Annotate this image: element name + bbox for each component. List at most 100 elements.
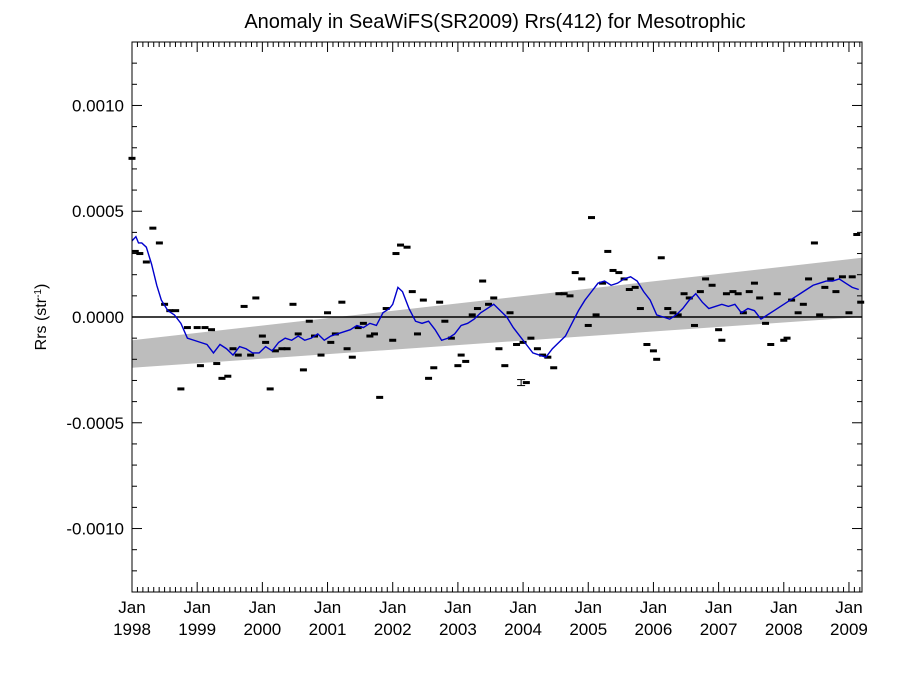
monthly-point <box>690 323 698 327</box>
monthly-point <box>224 374 232 378</box>
monthly-point <box>832 290 840 294</box>
monthly-point <box>702 277 710 281</box>
y-tick-label: 0.0005 <box>72 202 124 221</box>
error-bar-point <box>517 379 526 387</box>
monthly-point <box>252 296 260 300</box>
monthly-point <box>745 290 753 294</box>
monthly-point <box>816 313 824 317</box>
monthly-point <box>571 271 579 275</box>
monthly-point <box>838 275 846 279</box>
monthly-point <box>473 307 481 311</box>
monthly-point <box>848 275 856 279</box>
monthly-point <box>588 216 596 220</box>
x-tick-labels: Jan 1998 Jan 1999 Jan 2000 Jan 2001 Jan 2002 Jan 20… <box>113 598 868 639</box>
monthly-point <box>366 334 374 338</box>
monthly-point <box>430 366 438 370</box>
monthly-point <box>810 241 818 245</box>
monthly-point <box>343 347 351 351</box>
monthly-point <box>201 326 209 330</box>
monthly-point <box>555 292 563 296</box>
x-tick-label-year: 2006 <box>635 620 673 639</box>
monthly-point <box>338 300 346 304</box>
monthly-point <box>799 302 807 306</box>
monthly-point <box>317 353 325 357</box>
monthly-point <box>462 359 470 363</box>
monthly-point <box>780 338 788 342</box>
monthly-point <box>299 368 307 372</box>
monthly-point <box>722 292 730 296</box>
x-tick-label-year: 2000 <box>243 620 281 639</box>
monthly-point <box>196 364 204 368</box>
monthly-point <box>708 283 716 287</box>
monthly-point <box>441 319 449 323</box>
monthly-point <box>397 243 405 247</box>
monthly-point <box>762 321 770 325</box>
monthly-point <box>258 334 266 338</box>
x-tick-label-year: 2009 <box>830 620 868 639</box>
monthly-point <box>327 340 335 344</box>
monthly-point <box>664 307 672 311</box>
chart-title: Anomaly in SeaWiFS(SR2009) Rrs(412) for … <box>244 11 745 33</box>
monthly-point <box>550 366 558 370</box>
y-axis-label-close: ) <box>33 284 50 289</box>
monthly-point <box>578 277 586 281</box>
x-tick-label-month: Jan <box>770 598 797 617</box>
x-tick-label-year: 2007 <box>700 620 738 639</box>
monthly-point <box>539 353 547 357</box>
x-tick-label-year: 2002 <box>374 620 412 639</box>
monthly-point <box>408 290 416 294</box>
monthly-point <box>454 364 462 368</box>
monthly-point <box>136 252 144 256</box>
monthly-point <box>767 343 775 346</box>
monthly-point <box>845 311 853 315</box>
monthly-point <box>773 292 781 296</box>
monthly-point <box>615 271 623 275</box>
monthly-point <box>827 277 835 281</box>
monthly-point <box>566 294 574 298</box>
x-tick-label-month: Jan <box>444 598 471 617</box>
monthly-point <box>370 332 378 336</box>
monthly-point <box>592 313 600 317</box>
x-tick-label-year: 2008 <box>765 620 803 639</box>
monthly-point <box>560 292 568 296</box>
monthly-point <box>636 307 644 311</box>
monthly-point <box>584 323 592 327</box>
y-axis-label: Rrs (str-1) <box>33 284 51 351</box>
monthly-point <box>447 336 455 340</box>
monthly-point <box>729 290 737 294</box>
monthly-point <box>643 343 651 346</box>
monthly-point <box>403 245 411 249</box>
monthly-point <box>324 311 332 315</box>
monthly-point <box>183 326 191 330</box>
monthly-point <box>527 336 535 340</box>
monthly-point <box>389 338 397 342</box>
monthly-point <box>734 292 742 296</box>
x-tick-label-month: Jan <box>509 598 536 617</box>
x-tick-label-month: Jan <box>118 598 145 617</box>
monthly-point <box>718 338 726 342</box>
monthly-point <box>495 347 503 351</box>
monthly-point <box>382 307 390 311</box>
monthly-point <box>213 362 221 366</box>
monthly-point <box>131 249 139 253</box>
monthly-point <box>413 332 421 336</box>
monthly-point <box>519 340 527 344</box>
x-tick-label-month: Jan <box>183 598 210 617</box>
monthly-point <box>419 298 427 302</box>
monthly-point <box>436 300 444 304</box>
y-tick-label: 0.0010 <box>72 96 124 115</box>
monthly-point <box>348 355 356 359</box>
monthly-point <box>680 292 688 296</box>
x-tick-label-year: 1998 <box>113 620 151 639</box>
monthly-point <box>513 343 521 346</box>
monthly-point <box>262 340 270 344</box>
monthly-point <box>853 233 861 236</box>
monthly-point <box>857 300 865 304</box>
monthly-point <box>376 395 384 399</box>
monthly-point <box>142 260 150 264</box>
monthly-point <box>247 353 255 357</box>
monthly-point <box>289 302 297 306</box>
smoothed-series-line <box>131 235 859 359</box>
y-axis-label-sup: -1 <box>33 289 44 298</box>
trend-band <box>132 257 862 368</box>
